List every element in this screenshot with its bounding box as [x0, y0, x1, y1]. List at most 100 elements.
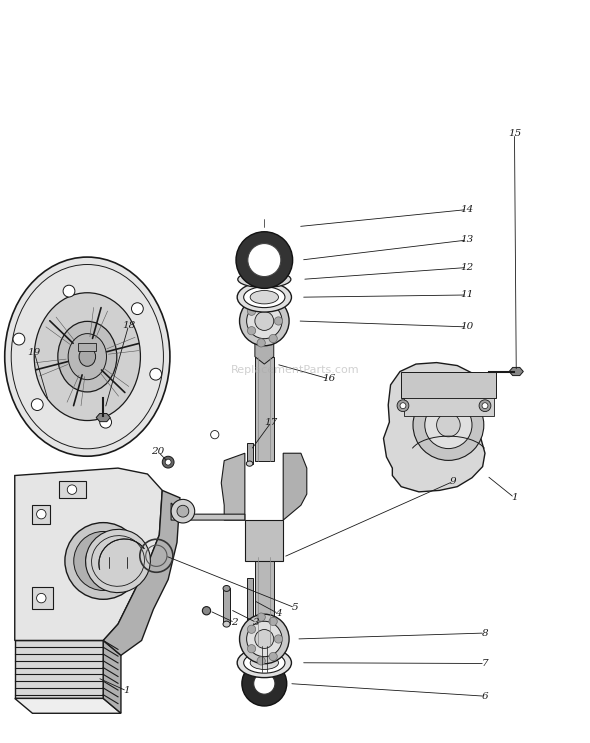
Text: 8: 8 — [481, 629, 489, 637]
Circle shape — [397, 400, 409, 412]
Circle shape — [247, 303, 282, 339]
Text: 20: 20 — [152, 447, 165, 456]
Ellipse shape — [34, 293, 140, 421]
Circle shape — [274, 635, 283, 643]
Circle shape — [171, 499, 195, 523]
Ellipse shape — [247, 461, 253, 467]
Ellipse shape — [237, 282, 291, 312]
Polygon shape — [255, 357, 274, 461]
Ellipse shape — [237, 648, 291, 678]
Polygon shape — [15, 640, 103, 698]
Ellipse shape — [58, 321, 117, 392]
Circle shape — [37, 510, 46, 519]
Ellipse shape — [86, 529, 150, 593]
Polygon shape — [78, 343, 96, 351]
Ellipse shape — [247, 623, 253, 629]
Text: 19: 19 — [28, 348, 41, 357]
Text: 6: 6 — [481, 692, 489, 701]
Circle shape — [240, 296, 289, 345]
Ellipse shape — [5, 257, 170, 456]
Text: 18: 18 — [122, 321, 135, 330]
Circle shape — [132, 302, 143, 314]
Ellipse shape — [223, 585, 230, 591]
Circle shape — [67, 485, 77, 494]
Ellipse shape — [79, 347, 96, 366]
Circle shape — [162, 456, 174, 468]
Ellipse shape — [250, 656, 278, 669]
Bar — [247, 443, 253, 464]
Text: 14: 14 — [461, 205, 474, 214]
Circle shape — [255, 311, 274, 331]
Bar — [223, 588, 230, 624]
Text: 17: 17 — [265, 418, 278, 426]
Circle shape — [425, 401, 472, 449]
Ellipse shape — [244, 287, 285, 308]
Polygon shape — [15, 698, 121, 713]
Circle shape — [202, 606, 211, 615]
Polygon shape — [283, 453, 307, 520]
Text: 4: 4 — [275, 609, 282, 618]
Polygon shape — [221, 453, 245, 520]
Circle shape — [247, 327, 255, 335]
Polygon shape — [171, 503, 245, 520]
Polygon shape — [59, 481, 86, 498]
Circle shape — [482, 403, 488, 409]
Polygon shape — [509, 367, 523, 376]
Circle shape — [13, 333, 25, 345]
Polygon shape — [255, 557, 274, 646]
Circle shape — [257, 657, 266, 665]
Text: 3: 3 — [253, 618, 260, 627]
Ellipse shape — [223, 621, 230, 627]
Circle shape — [269, 299, 277, 308]
Circle shape — [247, 621, 282, 657]
Text: 5: 5 — [291, 603, 299, 612]
Text: 7: 7 — [481, 659, 489, 668]
Circle shape — [211, 430, 219, 439]
Circle shape — [242, 661, 287, 706]
Polygon shape — [255, 327, 274, 364]
Polygon shape — [245, 520, 283, 561]
Circle shape — [437, 413, 460, 437]
Text: 10: 10 — [461, 322, 474, 331]
Text: 1: 1 — [123, 687, 130, 695]
Circle shape — [479, 400, 491, 412]
Circle shape — [248, 244, 281, 276]
Ellipse shape — [250, 291, 278, 304]
Text: 16: 16 — [323, 374, 336, 383]
Circle shape — [86, 543, 121, 579]
Circle shape — [269, 334, 277, 343]
Text: 9: 9 — [450, 477, 457, 486]
Circle shape — [240, 614, 289, 663]
Polygon shape — [404, 398, 494, 416]
Circle shape — [37, 594, 46, 603]
Circle shape — [247, 625, 255, 633]
Bar — [247, 578, 253, 626]
Text: 1: 1 — [511, 493, 518, 502]
Circle shape — [254, 673, 275, 694]
Polygon shape — [401, 372, 496, 398]
Circle shape — [165, 459, 171, 465]
Polygon shape — [96, 413, 110, 422]
Polygon shape — [32, 505, 50, 524]
Ellipse shape — [68, 334, 106, 380]
Text: 15: 15 — [508, 129, 521, 138]
Polygon shape — [32, 587, 53, 609]
Text: 2: 2 — [231, 618, 238, 627]
Ellipse shape — [238, 271, 291, 288]
Circle shape — [269, 652, 277, 661]
Circle shape — [257, 295, 266, 303]
Polygon shape — [103, 640, 121, 713]
Circle shape — [247, 307, 255, 315]
Polygon shape — [103, 490, 180, 655]
Circle shape — [236, 232, 293, 288]
Circle shape — [400, 403, 406, 409]
Text: 13: 13 — [461, 236, 474, 244]
Text: 12: 12 — [461, 263, 474, 272]
Circle shape — [74, 531, 133, 591]
Circle shape — [31, 399, 43, 411]
Circle shape — [150, 369, 162, 380]
Circle shape — [269, 617, 277, 626]
Circle shape — [257, 613, 266, 621]
Polygon shape — [257, 646, 271, 676]
Circle shape — [274, 317, 283, 325]
